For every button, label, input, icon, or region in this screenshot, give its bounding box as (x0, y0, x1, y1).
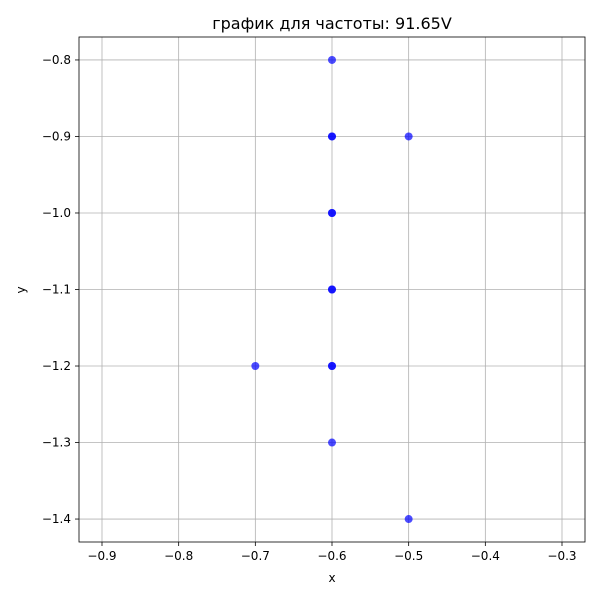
data-points (251, 55, 413, 524)
chart-title: график для частоты: 91.65V (212, 14, 452, 33)
y-tick-label: −0.8 (42, 53, 71, 67)
y-tick-label: −1.4 (42, 512, 71, 526)
x-axis-label: x (328, 571, 335, 585)
x-tick-label: −0.9 (87, 549, 116, 563)
x-tick-label: −0.3 (547, 549, 576, 563)
y-axis-label: y (14, 286, 28, 293)
x-tick-label: −0.4 (471, 549, 500, 563)
scatter-point (404, 515, 413, 524)
scatter-point (328, 132, 336, 141)
x-tick-label: −0.6 (317, 549, 346, 563)
scatter-point (328, 208, 336, 217)
axis-ticks: −0.9 −0.8 −0.7 −0.6 −0.5 −0.4 −0.3 −0.8 −0.9 −1.0… (42, 53, 577, 563)
x-tick-label: −0.7 (241, 549, 270, 563)
scatter-point (251, 362, 260, 371)
scatter-point (328, 55, 336, 64)
x-tick-label: −0.5 (394, 549, 423, 563)
scatter-point (328, 285, 336, 294)
scatter-point (328, 362, 336, 371)
x-tick-label: −0.8 (164, 549, 193, 563)
y-tick-label: −1.1 (42, 283, 71, 297)
y-tick-label: −0.9 (42, 129, 71, 143)
y-tick-label: −1.0 (42, 206, 71, 220)
y-tick-label: −1.3 (42, 436, 71, 450)
scatter-point (328, 438, 336, 447)
scatter-point (404, 132, 413, 141)
y-tick-label: −1.2 (42, 359, 71, 373)
